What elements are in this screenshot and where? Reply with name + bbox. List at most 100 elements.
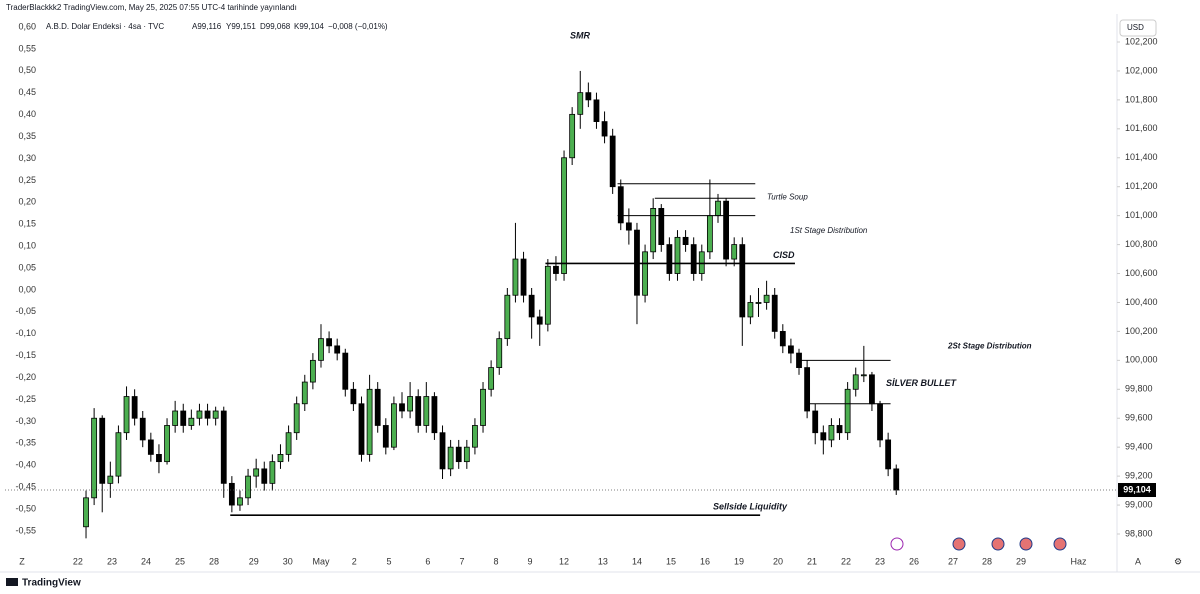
x-tick-label: 6 — [425, 556, 430, 566]
candle-body — [366, 388, 373, 455]
candle-body — [91, 417, 98, 499]
x-tick-label: 9 — [528, 556, 533, 566]
y2-tick-label: 100,800 — [1125, 239, 1158, 249]
y-tick-label: -0,55 — [15, 525, 36, 535]
y2-tick-label: 99,800 — [1125, 384, 1153, 394]
candle-body — [771, 294, 778, 332]
y2-tick-label: 101,400 — [1125, 152, 1158, 162]
candle-body — [820, 432, 827, 441]
y2-tick-label: 98,800 — [1125, 528, 1153, 538]
x-tick-label: 7 — [459, 556, 464, 566]
event-icon[interactable] — [1019, 537, 1033, 551]
candle-body — [147, 439, 154, 455]
y2-tick-label: 100,000 — [1125, 355, 1158, 365]
candle-body — [164, 425, 170, 463]
low: D99,068 — [260, 22, 291, 31]
y2-tick-label: 99,400 — [1125, 442, 1153, 452]
x-tick-label: 5 — [387, 556, 392, 566]
candle-body — [285, 432, 292, 455]
candle-body — [723, 200, 729, 260]
candle-body — [755, 302, 762, 304]
x-tick-label: 23 — [875, 556, 885, 566]
candle-body — [690, 244, 697, 274]
zoom-button[interactable]: Z — [19, 556, 25, 566]
candle-body — [893, 468, 900, 491]
candle-body — [245, 475, 251, 499]
y-tick-label: -0,20 — [15, 372, 36, 382]
y-tick-label: 0,40 — [18, 109, 36, 119]
y-tick-label: 0,25 — [18, 175, 36, 185]
y-tick-label: -0,15 — [15, 350, 36, 360]
x-tick-label: 27 — [948, 556, 958, 566]
y-tick-label: 0,00 — [18, 284, 36, 294]
x-tick-label: May — [312, 556, 330, 566]
candle-body — [407, 396, 414, 412]
x-tick-label: 14 — [632, 556, 642, 566]
candle-body — [553, 265, 559, 274]
y2-tick-label: 99,200 — [1125, 470, 1153, 480]
candle-body — [877, 403, 883, 441]
candle-body — [156, 454, 162, 463]
annotation: SMR — [570, 30, 591, 40]
y-tick-label: 0,45 — [18, 87, 36, 97]
y2-tick-label: 101,800 — [1125, 94, 1158, 104]
candle-body — [220, 410, 227, 484]
candle-body — [374, 388, 381, 426]
currency[interactable]: USD — [1127, 23, 1144, 32]
candle-body — [747, 302, 754, 318]
candle-body — [301, 381, 308, 405]
y-tick-label: 0,05 — [18, 262, 36, 272]
candle-body — [528, 294, 535, 318]
x-tick-label: 30 — [283, 556, 293, 566]
candle-body — [779, 331, 786, 347]
y-tick-label: 0,15 — [18, 219, 36, 229]
candle-body — [625, 222, 632, 231]
y-tick-label: 0,60 — [18, 21, 36, 31]
x-tick-label: 21 — [807, 556, 817, 566]
candle-body — [544, 265, 551, 325]
event-icon[interactable] — [991, 537, 1005, 551]
candle-body — [439, 432, 446, 470]
candle-body — [472, 425, 478, 448]
change: −0,008 (−0,01%) — [328, 22, 388, 31]
close: K99,104 — [294, 22, 324, 31]
y2-tick-label: 100,400 — [1125, 297, 1158, 307]
event-icon[interactable] — [1053, 537, 1067, 551]
candles — [83, 70, 900, 539]
auto-button[interactable]: A — [1135, 556, 1141, 566]
currency-box[interactable] — [1119, 19, 1157, 37]
event-icon[interactable] — [890, 537, 904, 551]
x-tick-label: 28 — [982, 556, 992, 566]
candle-body — [682, 236, 689, 245]
candle-body — [706, 215, 713, 253]
candle-body — [131, 396, 138, 419]
candle-body — [828, 425, 835, 441]
candle-body — [585, 92, 592, 101]
candle-body — [423, 396, 430, 426]
candle-body — [99, 417, 106, 484]
level-label: 1St Stage Distribution — [790, 226, 868, 235]
x-tick-label: 15 — [666, 556, 676, 566]
candle-body — [431, 396, 438, 434]
candle-body — [852, 374, 859, 390]
y2-tick-label: 100,600 — [1125, 268, 1158, 278]
candle-body — [326, 338, 332, 347]
event-icon[interactable] — [952, 537, 966, 551]
candle-body — [488, 367, 495, 390]
settings-button[interactable]: ⚙ — [1174, 556, 1182, 566]
candle-body — [334, 345, 341, 354]
level-label: Turtle Soup — [767, 192, 808, 201]
footer-brand: TradingView — [22, 578, 81, 589]
candle-body — [520, 258, 527, 296]
candle-body — [480, 388, 486, 426]
candle-body — [601, 121, 608, 137]
candle-body — [277, 454, 284, 463]
candle-body — [83, 497, 89, 528]
y-tick-label: 0,30 — [18, 153, 36, 163]
candle-body — [674, 236, 681, 274]
candle-body — [650, 208, 657, 253]
x-tick-label: 22 — [73, 556, 83, 566]
